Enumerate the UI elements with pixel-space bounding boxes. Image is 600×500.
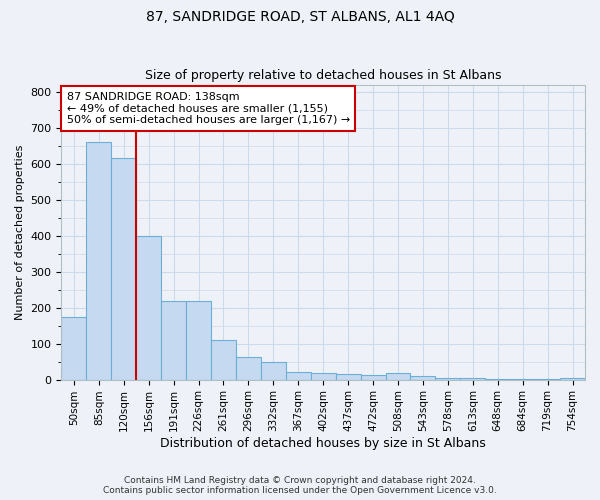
- Bar: [261, 362, 286, 380]
- Bar: [236, 358, 261, 380]
- Bar: [111, 158, 136, 380]
- Bar: [211, 340, 236, 380]
- Bar: [386, 373, 410, 380]
- Bar: [535, 379, 560, 380]
- Bar: [136, 236, 161, 380]
- Bar: [161, 301, 186, 380]
- Bar: [485, 378, 510, 380]
- Text: Contains HM Land Registry data © Crown copyright and database right 2024.
Contai: Contains HM Land Registry data © Crown c…: [103, 476, 497, 495]
- Bar: [286, 372, 311, 380]
- Bar: [410, 376, 436, 380]
- Title: Size of property relative to detached houses in St Albans: Size of property relative to detached ho…: [145, 69, 502, 82]
- Bar: [86, 142, 111, 380]
- Text: 87 SANDRIDGE ROAD: 138sqm
← 49% of detached houses are smaller (1,155)
50% of se: 87 SANDRIDGE ROAD: 138sqm ← 49% of detac…: [67, 92, 350, 125]
- Bar: [335, 374, 361, 380]
- Bar: [361, 375, 386, 380]
- Bar: [311, 373, 335, 380]
- Bar: [436, 378, 460, 380]
- Bar: [460, 378, 485, 380]
- Bar: [510, 379, 535, 380]
- Text: 87, SANDRIDGE ROAD, ST ALBANS, AL1 4AQ: 87, SANDRIDGE ROAD, ST ALBANS, AL1 4AQ: [146, 10, 454, 24]
- Bar: [186, 301, 211, 380]
- Y-axis label: Number of detached properties: Number of detached properties: [15, 144, 25, 320]
- X-axis label: Distribution of detached houses by size in St Albans: Distribution of detached houses by size …: [160, 437, 486, 450]
- Bar: [61, 316, 86, 380]
- Bar: [560, 378, 585, 380]
